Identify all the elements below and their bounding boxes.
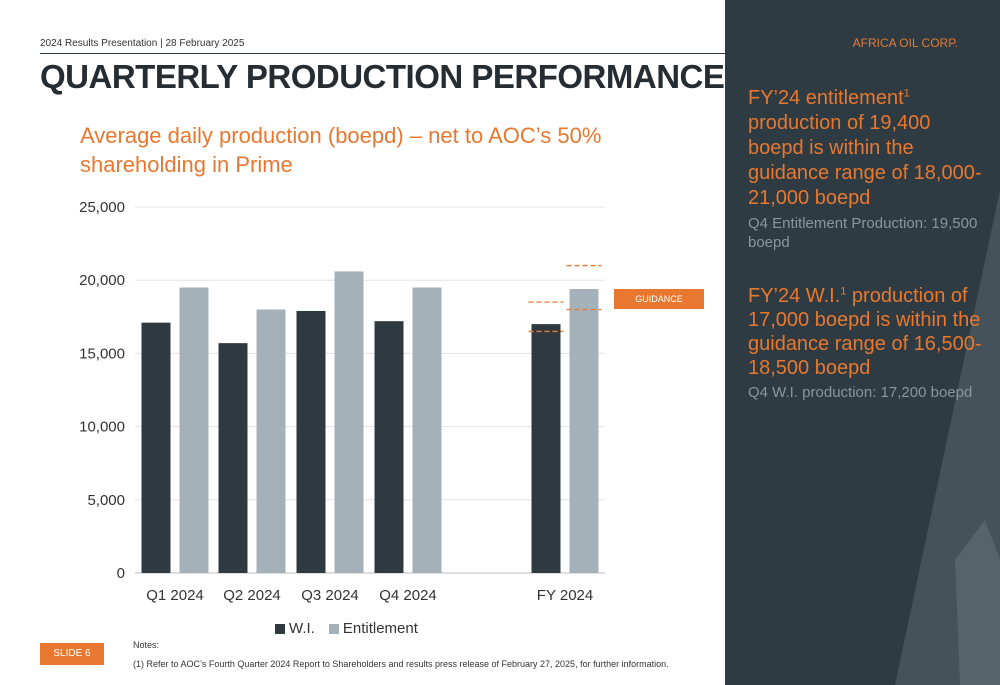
notes-heading: Notes: bbox=[133, 640, 160, 650]
brand-logo-text: AFRICA OIL CORP. bbox=[852, 36, 958, 50]
slide-number-badge: SLIDE 6 bbox=[40, 643, 104, 665]
bar-wi bbox=[374, 321, 404, 573]
bar-entitlement bbox=[256, 309, 286, 573]
x-tick-label: Q4 2024 bbox=[379, 587, 437, 604]
footnote-marker: 1 bbox=[840, 285, 847, 298]
legend-swatch-entitlement bbox=[328, 623, 339, 634]
footnote-marker: 1 bbox=[903, 87, 910, 100]
legend-item-entitlement: Entitlement bbox=[328, 620, 418, 637]
x-tick-label: FY 2024 bbox=[537, 587, 593, 604]
chart-subtitle: Average daily production (boepd) – net t… bbox=[80, 123, 602, 177]
guidance-label: GUIDANCE bbox=[614, 289, 704, 309]
production-bar-chart: 0 5,000 10,000 15,000 20,000 25,000 Q1 2024 Q2 … bbox=[79, 199, 605, 604]
entitlement-stat-line-a: FY’24 entitlement bbox=[748, 87, 904, 109]
wi-stat: FY’24 W.I.1 production of 17,000 boepd i… bbox=[748, 284, 988, 403]
y-tick-label: 15,000 bbox=[79, 345, 125, 362]
entitlement-stat: FY’24 entitlement1 production of 19,400 … bbox=[748, 86, 988, 253]
wi-q4-note: Q4 W.I. production: 17,200 boepd bbox=[748, 384, 973, 401]
bar-wi bbox=[296, 310, 326, 573]
slide-title: QUARTERLY PRODUCTION PERFORMANCE bbox=[40, 58, 725, 95]
bar-entitlement bbox=[334, 271, 364, 573]
legend-label-wi: W.I. bbox=[289, 620, 315, 637]
bar-wi bbox=[531, 324, 561, 573]
y-tick-label: 20,000 bbox=[79, 272, 125, 289]
legend-item-wi: W.I. bbox=[275, 620, 315, 637]
panel-decoration bbox=[895, 190, 1000, 685]
right-panel: AFRICA OIL CORP. bbox=[725, 0, 1000, 685]
legend-swatch-wi bbox=[275, 623, 285, 634]
wi-stat-line-b: production of 17,000 boepd is within the… bbox=[748, 285, 982, 379]
panel-shape-2 bbox=[955, 520, 1000, 685]
header-rule bbox=[40, 53, 958, 54]
legend-label-entitlement: Entitlement bbox=[342, 620, 418, 637]
x-tick-label: Q1 2024 bbox=[146, 587, 204, 604]
bar-entitlement bbox=[569, 288, 599, 573]
bar-wi bbox=[218, 343, 248, 573]
y-tick-label: 10,000 bbox=[79, 419, 125, 436]
y-tick-label: 0 bbox=[117, 565, 125, 582]
x-tick-label: Q3 2024 bbox=[301, 587, 359, 604]
bar-entitlement bbox=[179, 287, 209, 573]
x-tick-label: Q2 2024 bbox=[223, 587, 281, 604]
wi-stat-line-a: FY’24 W.I. bbox=[748, 285, 841, 307]
bar-entitlement bbox=[412, 287, 442, 573]
entitlement-q4-note: Q4 Entitlement Production: 19,500 boepd bbox=[748, 215, 978, 251]
presentation-header: 2024 Results Presentation | 28 February … bbox=[40, 38, 245, 49]
y-tick-label: 5,000 bbox=[87, 492, 125, 509]
y-tick-label: 25,000 bbox=[79, 199, 125, 216]
bar-wi bbox=[141, 322, 171, 573]
entitlement-stat-line-b: production of 19,400 boepd is within the… bbox=[748, 112, 982, 209]
chart-legend: W.I. Entitlement bbox=[275, 620, 418, 637]
notes-text: (1) Refer to AOC’s Fourth Quarter 2024 R… bbox=[133, 659, 669, 669]
